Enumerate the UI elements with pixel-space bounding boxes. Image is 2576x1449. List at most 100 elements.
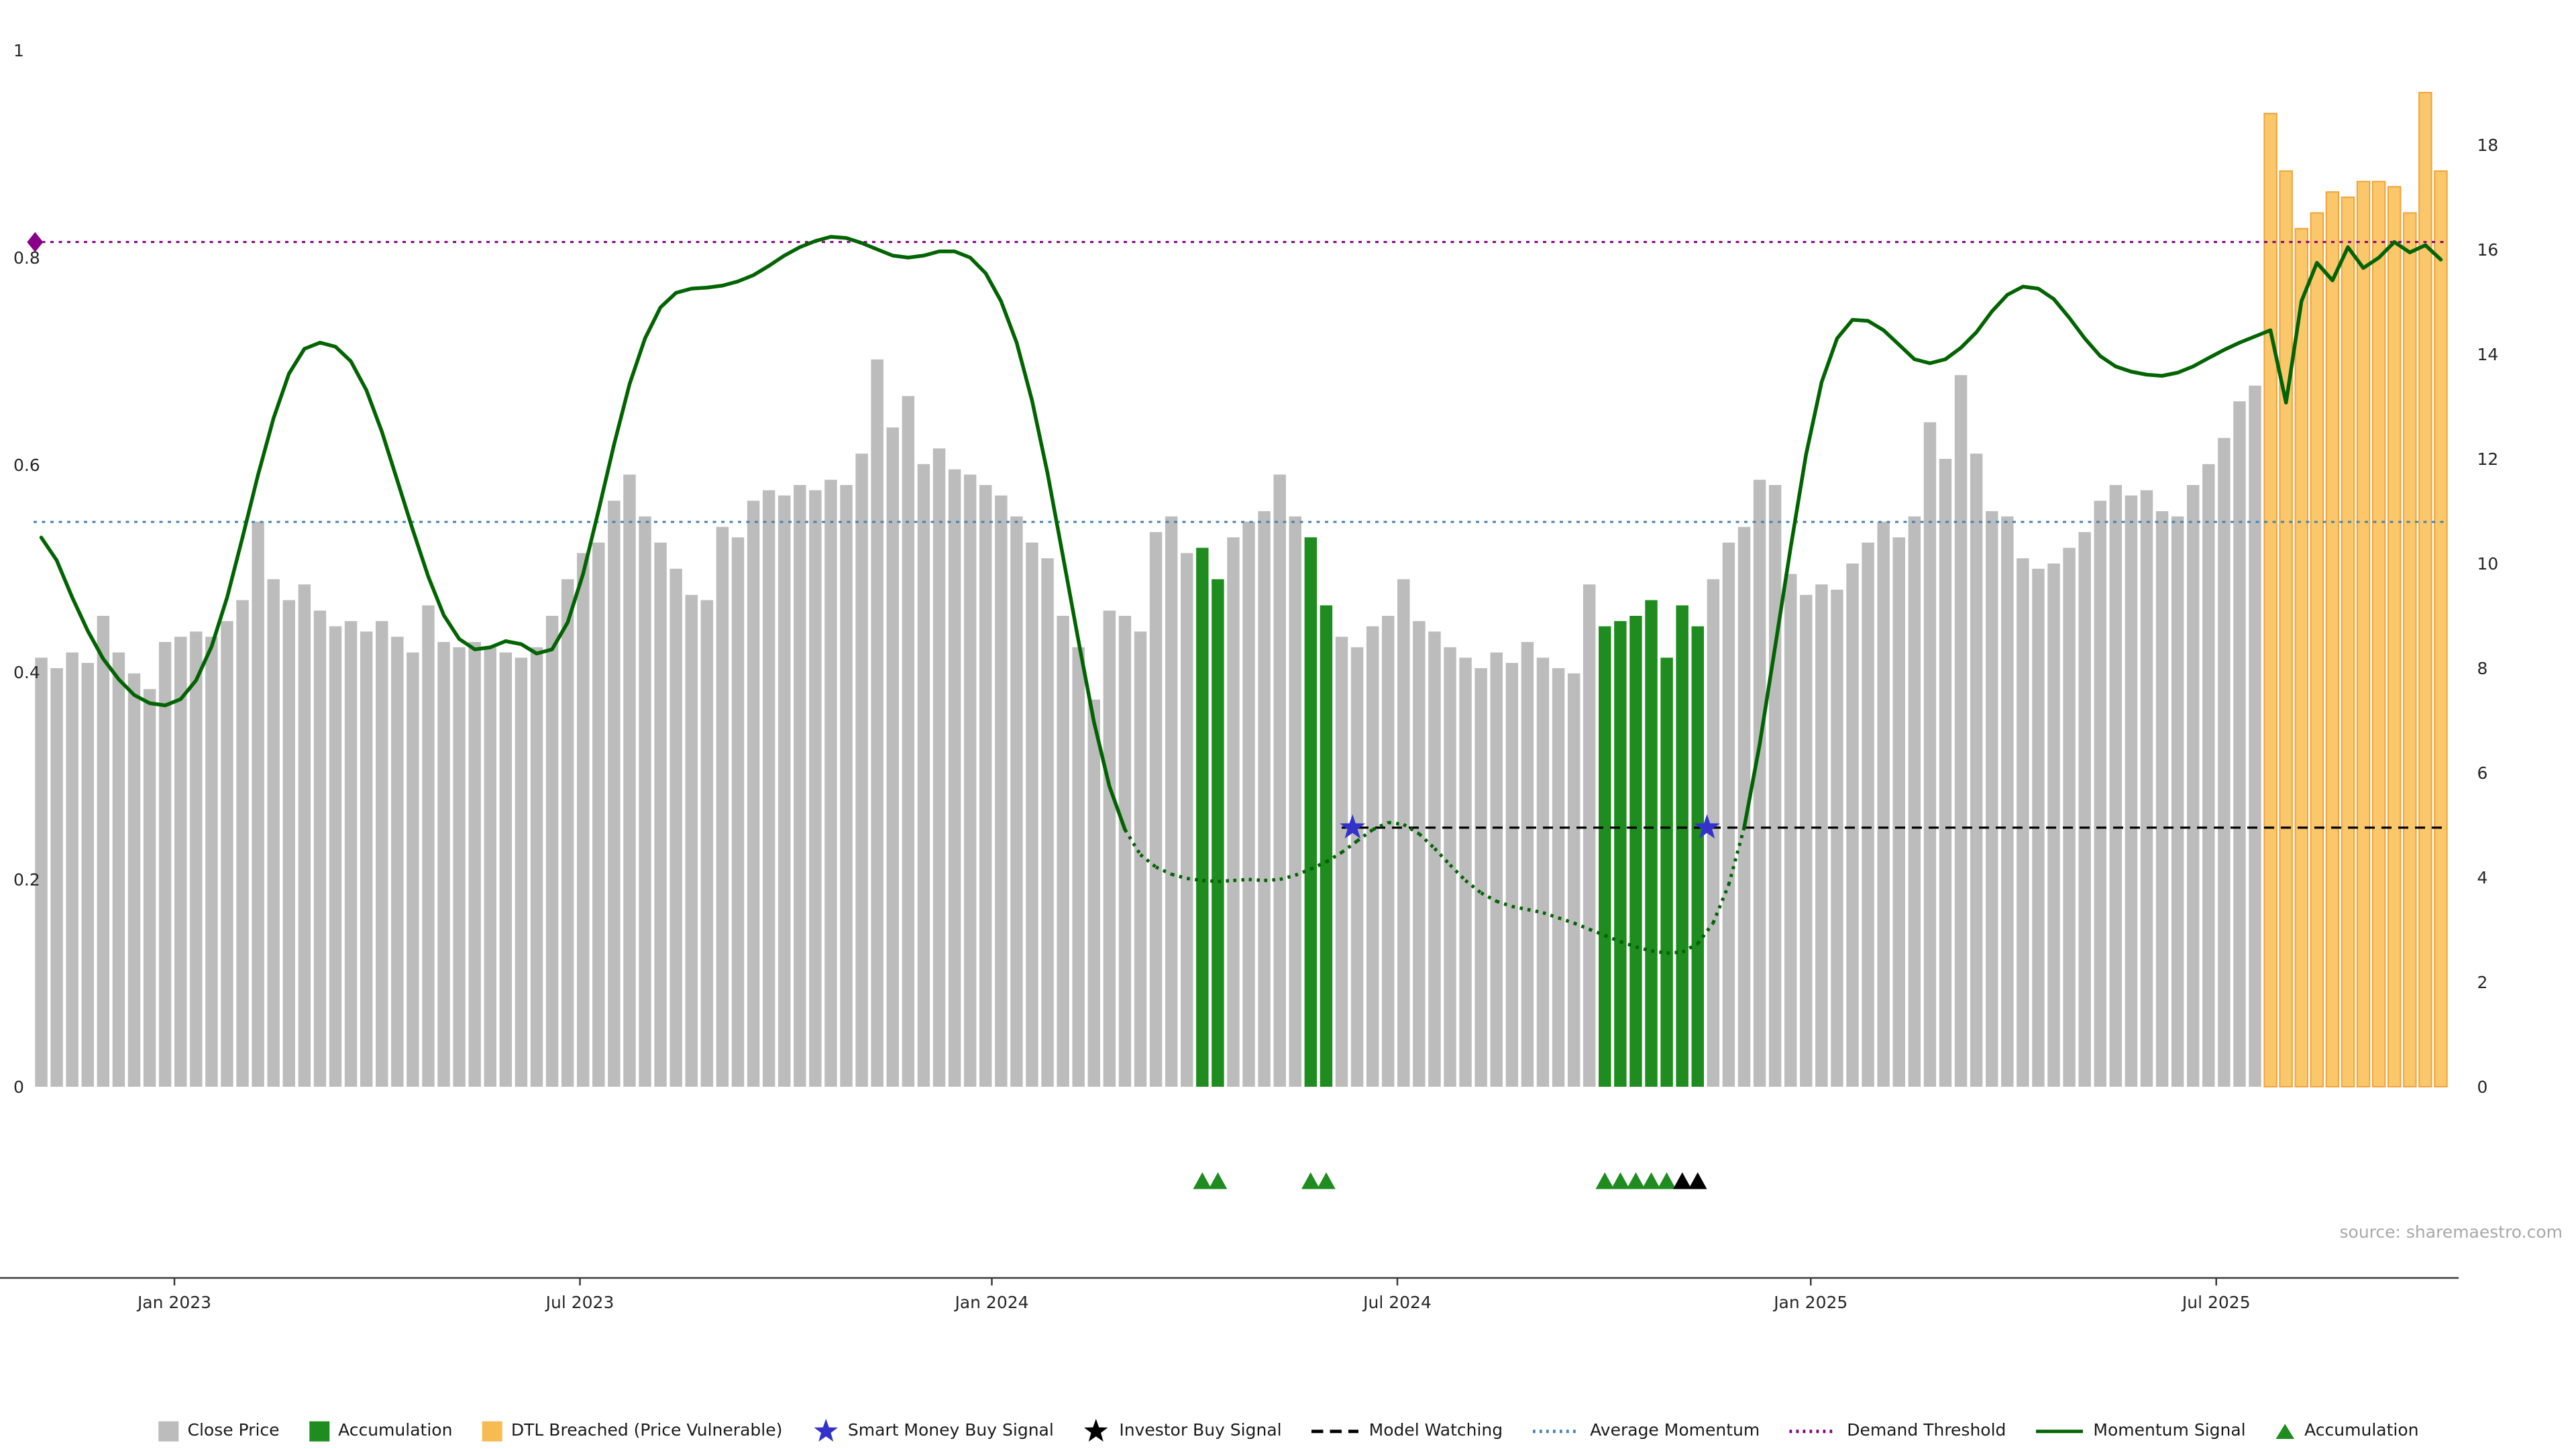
x-axis-tick-label: Jan 2024 [953,1293,1028,1312]
price-bar [530,647,543,1087]
price-bar [499,652,513,1087]
demand-threshold-diamond-icon [27,231,44,252]
price-bar [1041,558,1054,1087]
price-bar [236,600,249,1087]
price-bar [515,657,528,1087]
accumulation-triangle-icon [1626,1172,1646,1189]
price-bar [1227,537,1240,1087]
price-bar [1273,474,1286,1087]
price-bar [1165,516,1178,1087]
price-bar [1087,699,1100,1087]
price-bar [902,396,915,1087]
legend-label: Momentum Signal [2093,1421,2246,1440]
price-bar [205,637,218,1087]
price-bar [391,637,404,1087]
legend-item-demand-threshold: Demand Threshold [1788,1421,2006,1440]
price-bar [1474,668,1487,1087]
price-bar [1103,610,1116,1087]
dtl-breached-bar [2434,170,2448,1087]
dtl-breached-bar [2403,212,2417,1087]
legend-label: Smart Money Buy Signal [847,1421,1054,1440]
legend-label: Close Price [187,1421,280,1440]
price-bar [1397,579,1410,1087]
legend: Close Price Accumulation DTL Breached (Pri… [0,1417,2576,1444]
price-bar [700,600,714,1087]
dtl-breached-bar [2294,227,2308,1087]
left-axis-tick: 0.6 [13,455,40,475]
price-bar [1846,564,1859,1087]
price-bar [2155,511,2169,1087]
price-bar [2063,547,2076,1087]
price-bar [2017,558,2029,1087]
legend-item-investor-buy-signal: Investor Buy Signal [1082,1417,1282,1444]
price-bar [1583,584,1596,1087]
price-bar [871,359,883,1087]
accumulation-triangle-icon [1317,1172,1336,1189]
price-bar [1892,537,1905,1087]
price-bar [963,474,977,1087]
price-bar [747,500,760,1087]
price-bar [313,610,327,1087]
price-bar [886,427,899,1087]
source-credit: source: sharemaestro.com [2340,1222,2563,1242]
accumulation-bar [1676,605,1688,1087]
x-axis-tick-label: Jan 2023 [136,1293,211,1312]
price-bar [1258,511,1271,1087]
price-bar [932,448,946,1087]
x-axis-tick-label: Jul 2023 [545,1293,614,1312]
accumulation-triangle-icon [1611,1172,1630,1189]
price-bar [1521,642,1534,1087]
price-bar [545,616,559,1087]
price-bar [437,642,450,1087]
price-bar [995,495,1008,1087]
price-bar [1800,594,1813,1087]
price-bar [1149,532,1163,1087]
price-bar [824,480,837,1087]
price-bar [1908,516,1921,1087]
x-axis-tick-label: Jul 2025 [2181,1293,2251,1312]
price-bar [2001,516,2014,1087]
right-axis-tick: 16 [2477,240,2499,260]
price-bar [2078,532,2091,1087]
price-bar [298,584,311,1087]
price-bar [1505,663,1519,1087]
left-axis-tick: 0.2 [13,870,40,890]
left-axis-tick: 0.8 [13,248,40,268]
price-bar [2218,437,2231,1087]
legend-label: Average Momentum [1590,1421,1760,1440]
price-bar [252,521,264,1087]
price-bar [329,626,342,1087]
price-bar [1753,480,1766,1087]
price-bar [1831,590,1843,1087]
square-swatch-icon [308,1419,330,1442]
smart-money-star-icon [1340,814,1366,839]
investor-buy-signal-triangle-icon [1688,1172,1707,1189]
price-bar [112,652,125,1087]
price-bar [809,490,822,1087]
price-bar [2047,564,2060,1087]
accumulation-triangle-icon [1301,1172,1320,1189]
price-bar [639,516,651,1087]
price-bar [716,527,729,1087]
price-bar [2094,500,2106,1087]
legend-item-accumulation: Accumulation [2274,1421,2418,1440]
accumulation-bar [1599,626,1611,1087]
price-bar [221,621,233,1087]
dtl-breached-bar [2356,180,2371,1088]
smart-money-star-icon [1694,814,1720,839]
dtl-breached-bar [2310,212,2324,1087]
accumulation-bar [1212,579,1224,1087]
price-bar [2125,495,2138,1087]
accumulation-bar [1660,657,1673,1087]
price-bar [794,485,806,1087]
price-bar [1459,657,1472,1087]
dtl-breached-bar [2263,113,2277,1088]
bars-layer [35,92,2448,1088]
price-bar [669,568,682,1087]
price-bar [948,469,961,1087]
dotted-line-swatch-icon [1532,1425,1582,1437]
investor-buy-signal-triangle-icon [1673,1172,1692,1189]
dtl-breached-bar [2418,92,2432,1087]
